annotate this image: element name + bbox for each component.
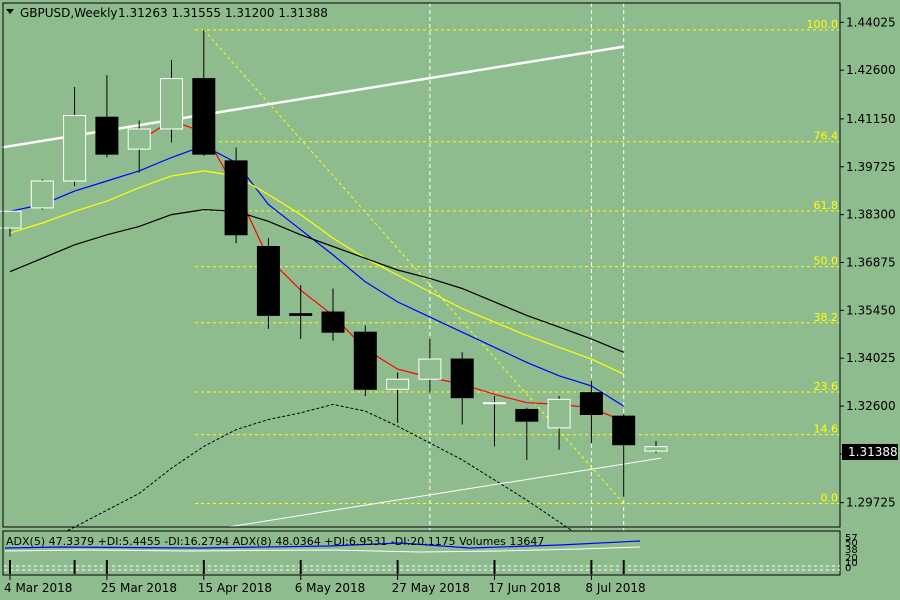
- candle: [127, 120, 151, 173]
- candle-body: [579, 392, 603, 415]
- x-tick-label: 6 May 2018: [295, 581, 366, 595]
- candle: [547, 396, 571, 450]
- di-line: [4, 546, 641, 553]
- subwindow-scale-label: 0: [845, 563, 851, 574]
- y-tick-label: 1.29725: [846, 496, 896, 510]
- fibonacci-layer: 100.0 76.4 61.8 50.0 38.2 23.6 14.6 0.0: [195, 18, 840, 504]
- candle: [289, 285, 313, 339]
- x-tick-label: 25 Mar 2018: [101, 581, 177, 595]
- candle-body: [256, 246, 280, 316]
- indicator-subwindow: [2, 530, 841, 576]
- candle-body: [353, 331, 377, 390]
- y-tick-label: 1.39725: [846, 160, 896, 174]
- y-tick-label: 1.36875: [846, 255, 896, 269]
- trendline: [227, 457, 661, 528]
- indicator-label: ADX(5) 47.3379 +DI:5.4455 -DI:16.2794 AD…: [6, 535, 544, 548]
- candle: [30, 179, 54, 210]
- y-tick-label: 1.35450: [846, 303, 896, 317]
- candle: [192, 29, 216, 156]
- candle-body: [289, 313, 313, 316]
- y-tick-label: 1.44025: [846, 15, 896, 29]
- dropdown-arrow-icon[interactable]: [6, 9, 14, 14]
- fib-level-label: 76.4: [814, 130, 839, 143]
- candle-body: [386, 378, 410, 390]
- candle-body: [192, 78, 216, 155]
- candle-body: [95, 116, 119, 155]
- subwindow-scale-label: 50: [845, 538, 858, 549]
- moving-average-layer: [9, 119, 625, 568]
- x-tick-label: 8 Jul 2018: [585, 581, 645, 595]
- x-tick-label: 15 Apr 2018: [198, 581, 272, 595]
- y-tick-label: 1.41150: [846, 112, 896, 126]
- fib-level-label: 23.6: [814, 380, 839, 393]
- candle-body: [612, 415, 636, 446]
- y-tick-label: 1.32600: [846, 399, 896, 413]
- candle: [386, 372, 410, 423]
- candle: [321, 288, 345, 341]
- main-plot-frame: [2, 2, 841, 528]
- x-tick-label: 4 Mar 2018: [4, 581, 72, 595]
- moving-average-line: [9, 208, 624, 353]
- candles-layer: [0, 29, 668, 497]
- candle: [353, 325, 377, 396]
- fib-level-label: 14.6: [814, 423, 839, 436]
- indicator-lines: [4, 540, 840, 574]
- candle-body: [127, 128, 151, 150]
- fib-level-label: 61.8: [814, 199, 839, 212]
- candle-body: [63, 115, 87, 182]
- current-price-box: [842, 444, 898, 460]
- x-tick-label: 17 Jun 2018: [489, 581, 561, 595]
- subwindow-scale-label: 10: [845, 558, 858, 569]
- x-tick-label: 27 May 2018: [392, 581, 470, 595]
- moving-average-line: [9, 170, 624, 375]
- subwindow-scale-label: 20: [845, 553, 858, 564]
- fib-level-label: 50.0: [814, 255, 839, 268]
- candle-body: [515, 408, 539, 422]
- candle-body: [547, 398, 571, 429]
- moving-average-line: [9, 145, 625, 407]
- candle: [256, 238, 280, 329]
- lower-envelope-line: [9, 403, 624, 568]
- candle: [224, 147, 248, 244]
- candle: [579, 380, 603, 444]
- candle-body: [30, 180, 54, 209]
- moving-average-line: [138, 119, 624, 422]
- y-tick-label: 1.38300: [846, 208, 896, 222]
- candle: [160, 60, 183, 143]
- ohlc-label: 1.31263 1.31555 1.31200 1.31388: [118, 6, 328, 20]
- candle: [0, 210, 22, 237]
- candle-body: [0, 210, 22, 229]
- fib-level-label: 38.2: [814, 311, 839, 324]
- subwindow-scale-label: 57: [845, 533, 858, 544]
- candle-body: [644, 446, 668, 452]
- time-axis: 4 Mar 2018 25 Mar 2018 15 Apr 2018 6 May 20…: [4, 575, 646, 595]
- adx-line: [4, 540, 641, 549]
- candle-body: [224, 160, 248, 236]
- candle-body: [483, 402, 506, 405]
- symbol-label: GBPUSD,Weekly: [20, 6, 118, 20]
- current-price-label: 1.31388: [848, 445, 898, 459]
- candle-body: [160, 78, 183, 130]
- fib-level-label: 0.0: [821, 491, 839, 504]
- candle: [418, 338, 442, 393]
- candle: [644, 441, 668, 454]
- candle-body: [418, 358, 442, 380]
- candle: [450, 352, 474, 425]
- subwindow-scale-label: 38: [845, 545, 858, 556]
- candle-body: [450, 358, 474, 399]
- candle: [612, 414, 636, 497]
- y-tick-label: 1.42600: [846, 63, 896, 77]
- candle: [95, 75, 119, 158]
- y-tick-label: 1.34025: [846, 351, 896, 365]
- fib-level-label: 100.0: [807, 18, 839, 31]
- candle: [515, 407, 539, 460]
- candle: [483, 396, 506, 447]
- candle-body: [321, 311, 345, 333]
- candle: [63, 86, 87, 187]
